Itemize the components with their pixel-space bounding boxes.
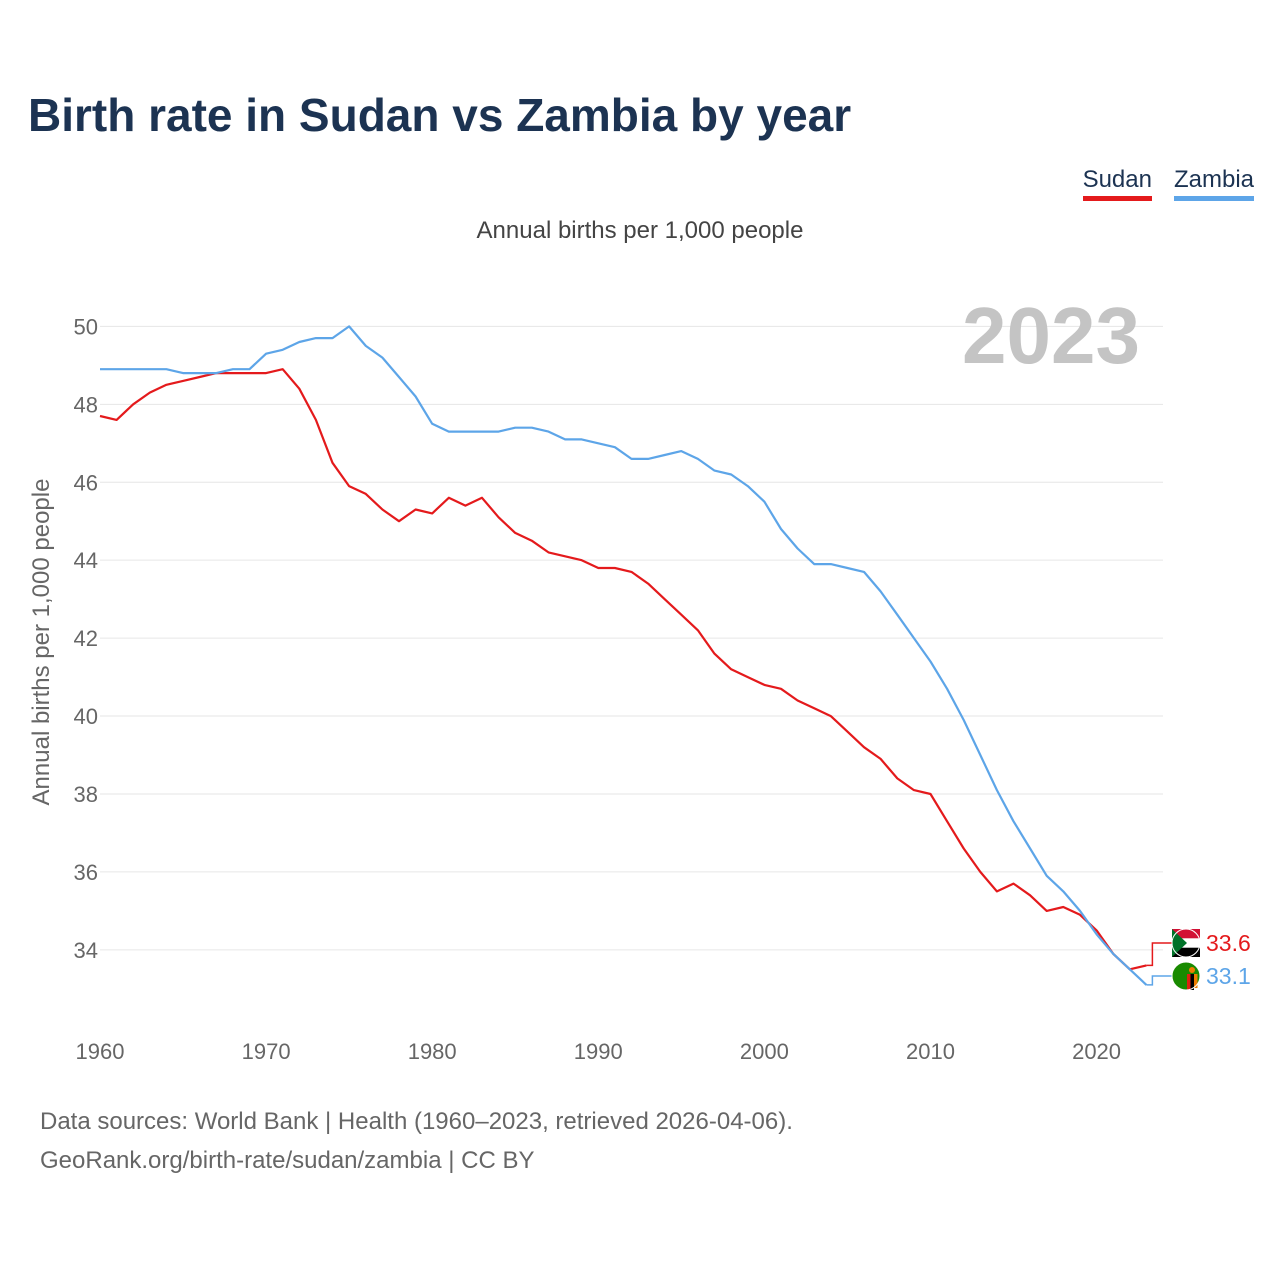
y-tick-label-48: 48 [74,392,98,417]
leader-line-sudan [1146,942,1172,967]
series-line-sudan [99,368,1147,971]
legend-item-sudan[interactable]: Sudan [1082,166,1152,201]
x-tick-label-2000: 2000 [740,1039,789,1064]
year-watermark: 2023 [962,291,1140,380]
y-tick-label-36: 36 [74,860,98,885]
footer-url[interactable]: GeoRank.org/birth-rate/sudan/zambia | CC… [40,1147,535,1174]
flag-triangle [1172,929,1187,957]
x-tick-label-1960: 1960 [76,1039,125,1064]
flag-bar-orange [1194,974,1198,988]
leader-line-zambia [1146,975,1172,986]
y-tick-label-50: 50 [74,314,98,339]
end-value-label-zambia: 33.1 [1206,963,1251,989]
y-tick-label-34: 34 [74,938,98,963]
legend: Sudan Zambia [1082,166,1254,201]
series-line-zambia [100,325,1148,986]
flag-icon-sudan [1171,928,1201,958]
flag-ring [1171,928,1201,958]
y-tick-label-46: 46 [74,470,98,495]
footer-sources: Data sources: World Bank | Health (1960–… [40,1108,793,1135]
flag-stripe-red [1172,929,1200,939]
flag-ring [1171,961,1201,991]
flag-bar-black [1190,974,1194,990]
legend-item-zambia[interactable]: Zambia [1173,166,1254,201]
flag-icon-zambia [1171,961,1201,991]
x-tick-label-1970: 1970 [242,1039,291,1064]
flag-bar-red [1187,974,1191,990]
x-tick-label-2020: 2020 [1072,1039,1121,1064]
y-tick-label-38: 38 [74,782,98,807]
chart-title: Birth rate in Sudan vs Zambia by year [28,89,852,141]
end-value-label-sudan: 33.6 [1206,930,1251,956]
chart-subtitle: Annual births per 1,000 people [476,217,804,244]
x-tick-label-1990: 1990 [574,1039,623,1064]
y-tick-label-40: 40 [74,704,98,729]
x-tick-label-1980: 1980 [408,1039,457,1064]
y-tick-label-44: 44 [74,548,98,573]
x-tick-label-2010: 2010 [906,1039,955,1064]
flag-stripe-black [1172,947,1200,957]
flag-eagle [1189,967,1195,973]
y-tick-label-42: 42 [74,626,98,651]
